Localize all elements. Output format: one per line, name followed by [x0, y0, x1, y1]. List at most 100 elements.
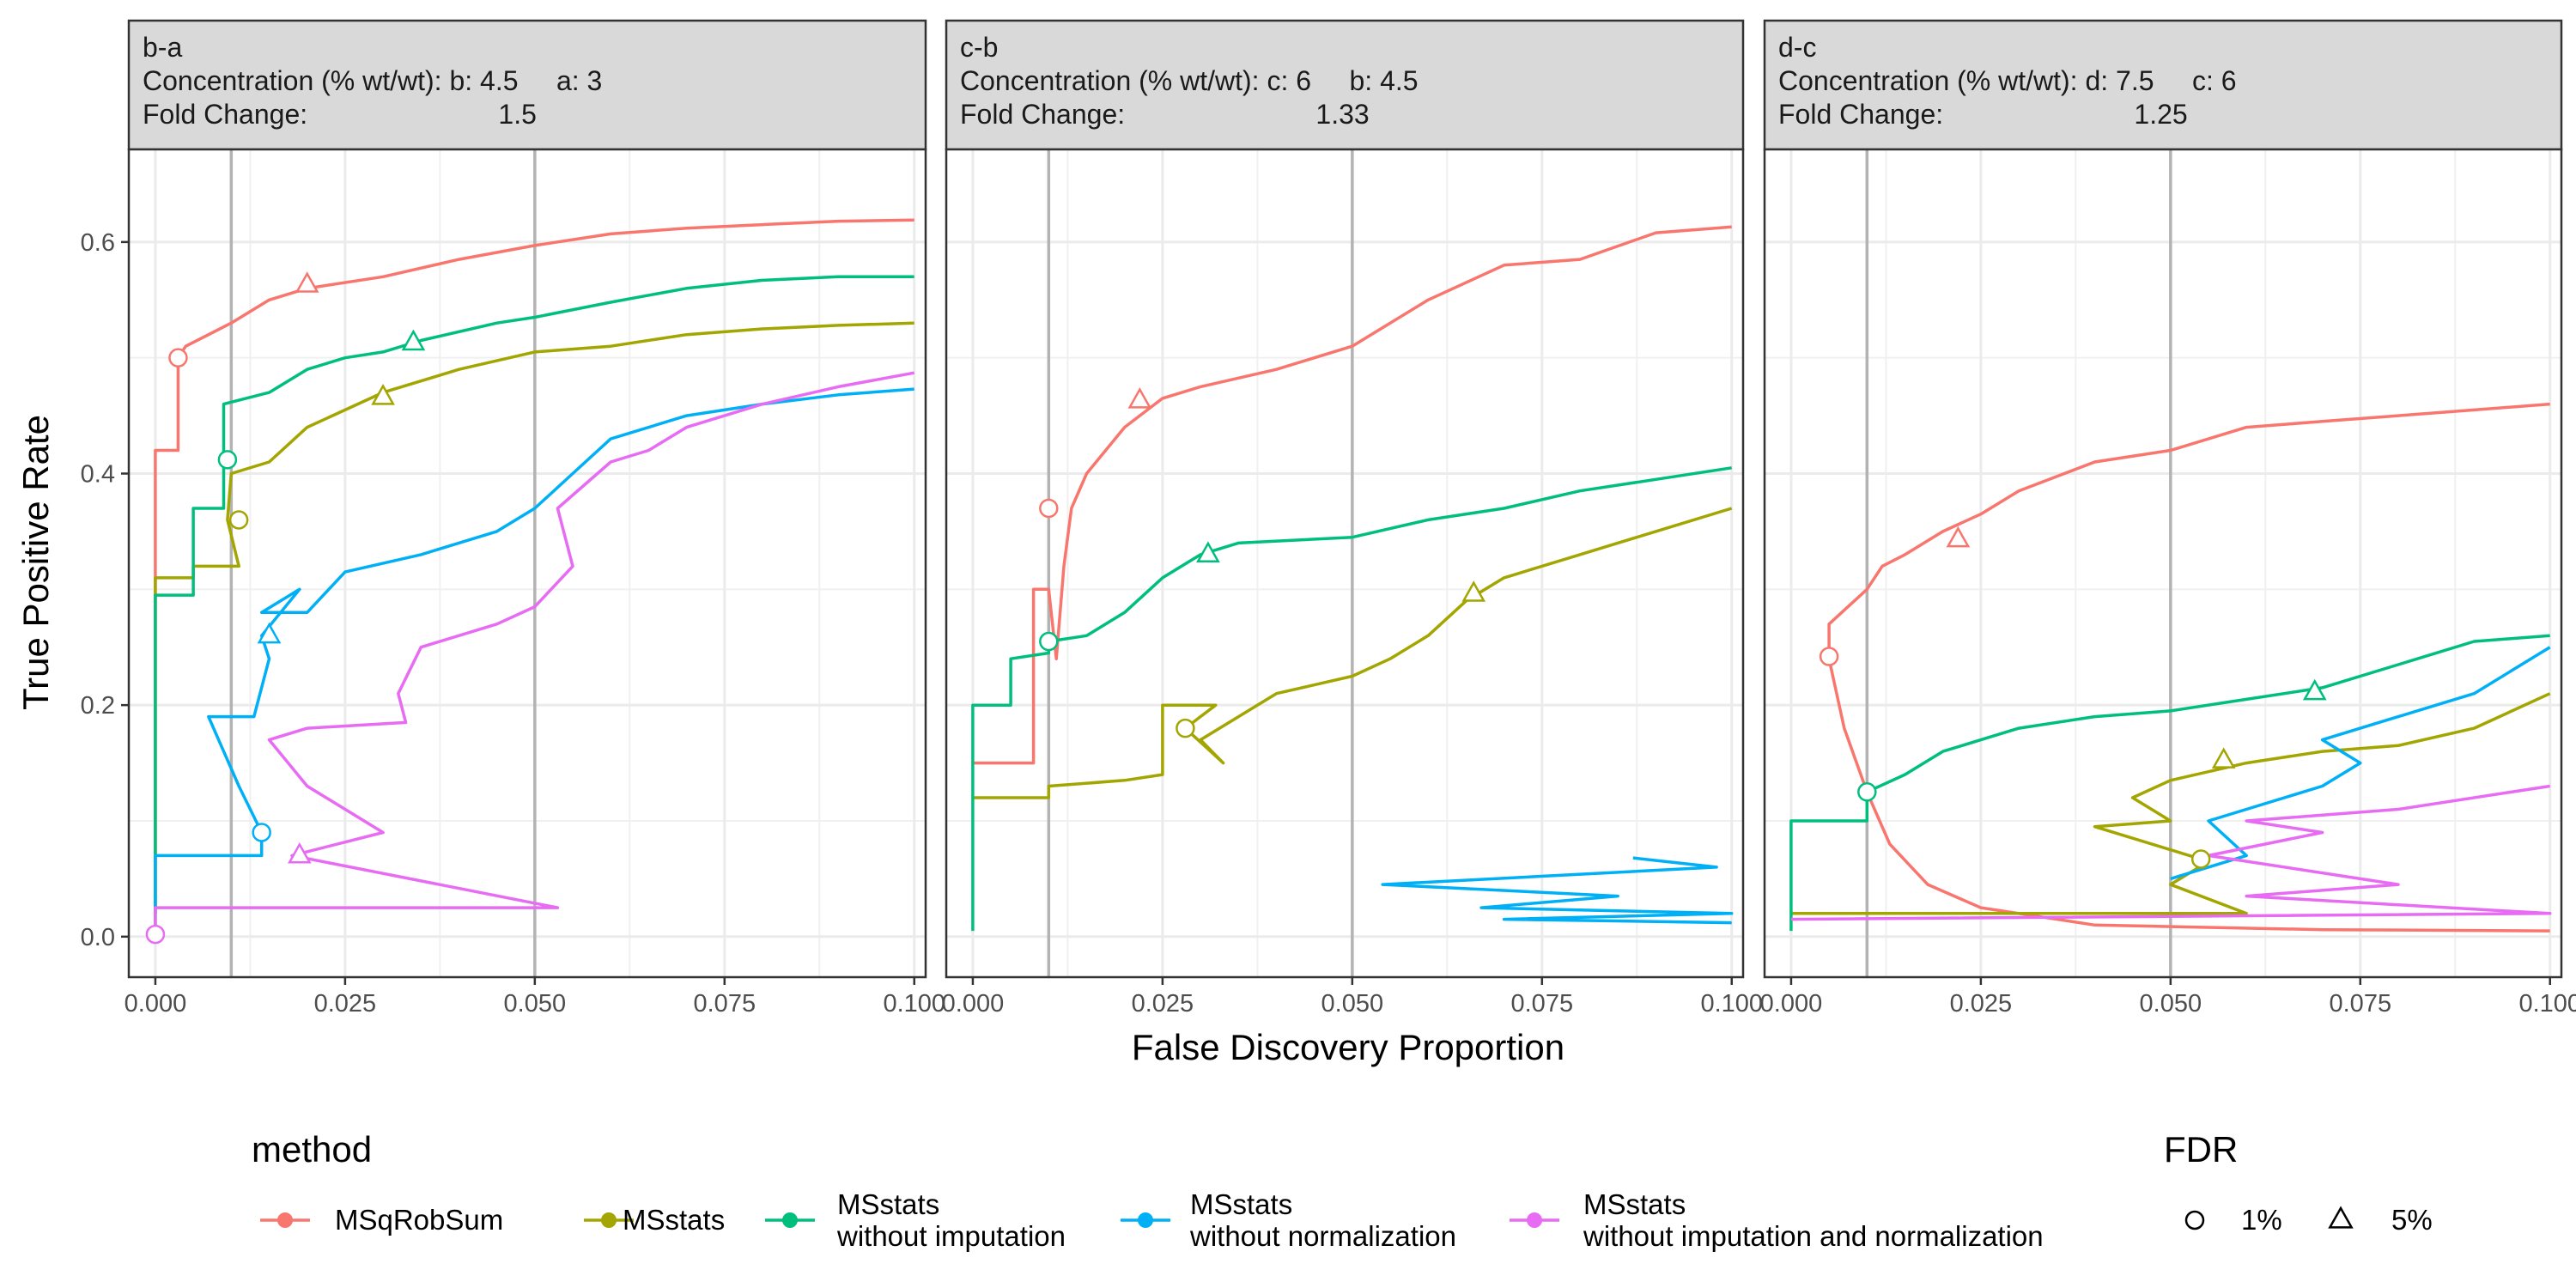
fdr-legend-title: FDR: [2164, 1129, 2238, 1170]
facet-strip-line: d-c: [1778, 32, 1816, 63]
legend-label: without imputation: [836, 1220, 1066, 1252]
legend-fdr-label: 5%: [2391, 1204, 2433, 1236]
facet-strip-line: b-a: [143, 32, 182, 63]
fdr-1pct-marker: [1176, 718, 1195, 738]
facet-strip-line: c-b: [960, 32, 998, 63]
fdr-5pct-marker: [1946, 526, 1971, 548]
x-tick-label: 0.050: [504, 990, 567, 1018]
legend-label: MSstats: [837, 1188, 939, 1220]
x-tick-label: 0.100: [883, 990, 945, 1018]
fdr-1pct-marker: [217, 450, 238, 470]
legend-key-dot: [1527, 1212, 1542, 1228]
series-line-msstats-without-imputation: [1789, 634, 2550, 932]
y-axis-title: True Positive Rate: [15, 415, 56, 710]
fdr-1pct-marker: [1039, 631, 1059, 652]
facet-strip-line: Concentration (% wt/wt): d: 7.5 c: 6: [1778, 65, 2237, 96]
y-tick-label: 0.0: [81, 924, 115, 951]
facet-strip-line: Fold Change: 1.33: [960, 99, 1370, 130]
facet-strip: [127, 19, 927, 151]
series-line-msstats-without-normalization: [154, 387, 914, 914]
fdr-5pct-marker: [288, 841, 312, 864]
legend-item-msstats: MSstats: [584, 1204, 725, 1236]
plot-background: [946, 149, 1743, 977]
fdr-1pct-marker: [228, 510, 249, 530]
legend-circle-marker: [2184, 1210, 2205, 1230]
x-axis-title: False Discovery Proportion: [1132, 1027, 1564, 1067]
x-tick-label: 0.050: [2140, 990, 2202, 1018]
legend-label: MSstats: [623, 1204, 725, 1236]
legend-label: MSstats: [1190, 1188, 1292, 1220]
fdr-5pct-marker: [257, 622, 282, 644]
panel-border: [945, 148, 1745, 979]
legend-key-dot: [1138, 1212, 1153, 1228]
fdr-1pct-marker: [1039, 498, 1059, 519]
fdr-1pct-marker: [1857, 782, 1877, 802]
fdr-1pct-marker: [168, 348, 188, 368]
x-tick-label: 0.025: [314, 990, 377, 1018]
series-line-msstats-without-normalization: [2170, 646, 2551, 881]
x-tick-label: 0.075: [2330, 990, 2392, 1018]
legend-fdr-1%: 1%: [2184, 1204, 2282, 1236]
legend-fdr-5%: 5%: [2328, 1204, 2433, 1236]
series-line-msqrobsum: [1827, 402, 2550, 933]
x-tick-label: 0.025: [1132, 990, 1194, 1018]
y-tick-label: 0.4: [81, 461, 115, 489]
fdr-1pct-marker: [1819, 647, 1839, 666]
series-group: [154, 218, 915, 935]
fdr-5pct-marker: [295, 271, 319, 293]
y-tick-label: 0.2: [81, 692, 115, 720]
x-tick-label: 0.000: [1760, 990, 1823, 1018]
x-tick-label: 0.075: [1511, 990, 1574, 1018]
fdr-5pct-marker: [1127, 387, 1152, 409]
legend-label: MSqRobSum: [335, 1204, 503, 1236]
x-tick-label: 0.000: [942, 990, 1005, 1018]
legend-label: without imputation and normalization: [1583, 1220, 2044, 1252]
fdr-5pct-marker: [2302, 678, 2327, 701]
x-tick-label: 0.000: [125, 990, 187, 1018]
series-line-msstats: [154, 321, 914, 914]
series-line-msstats: [972, 507, 1733, 799]
legend-key-dot: [601, 1212, 617, 1228]
plot-background: [1765, 149, 2561, 977]
legend-fdr-label: 1%: [2241, 1204, 2282, 1236]
legend-triangle-marker: [2328, 1206, 2354, 1229]
x-tick-label: 0.100: [1700, 990, 1763, 1018]
series-line-msstats-without-normalization: [1381, 856, 1734, 925]
x-tick-label: 0.025: [1950, 990, 2013, 1018]
x-tick-label: 0.075: [694, 990, 756, 1018]
series-line-msstats-without-imputation-and-normalization: [154, 371, 915, 935]
legend-label: without normalization: [1189, 1220, 1456, 1252]
method-legend-title: method: [252, 1129, 372, 1170]
series-line-msstats-without-imputation: [154, 275, 914, 926]
fdr-5pct-marker: [371, 383, 395, 405]
series-line-msqrobsum: [154, 218, 914, 914]
fdr-5pct-marker: [1196, 541, 1220, 562]
series-group: [971, 225, 1734, 932]
legend-item-msqrobsum: MSqRobSum: [260, 1204, 503, 1236]
panel-border: [127, 148, 927, 979]
facet-strip-line: Concentration (% wt/wt): c: 6 b: 4.5: [960, 65, 1419, 96]
facet-strip: [945, 19, 1745, 151]
fdr-1pct-marker: [2190, 849, 2211, 869]
series-line-msstats: [1790, 692, 2551, 915]
legend-key-dot: [277, 1212, 293, 1228]
facet-strip: [1763, 19, 2563, 151]
fdr-1pct-marker: [145, 924, 166, 945]
series-line-msstats-without-imputation: [971, 466, 1732, 932]
panel-border: [1763, 148, 2563, 979]
y-tick-label: 0.6: [81, 229, 115, 257]
fdr-5pct-marker: [1461, 580, 1486, 602]
x-tick-label: 0.100: [2518, 990, 2576, 1018]
fdr-1pct-marker: [252, 823, 271, 842]
fdr-5pct-marker: [2211, 747, 2236, 769]
legend: method FDR MSqRobSum MSstats MSstatswithou…: [252, 1129, 2433, 1252]
legend-key-dot: [782, 1212, 798, 1228]
